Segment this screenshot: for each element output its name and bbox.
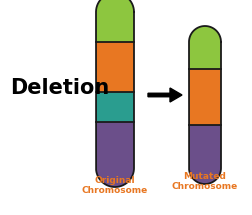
Polygon shape (96, 0, 134, 12)
Polygon shape (96, 168, 134, 187)
Bar (96, 122, 134, 168)
FancyArrow shape (147, 88, 181, 102)
Text: Mutated
Chromosome: Mutated Chromosome (171, 172, 237, 191)
Bar (188, 42, 220, 69)
Bar (188, 69, 220, 125)
Bar (96, 12, 134, 42)
Polygon shape (188, 26, 220, 42)
Text: Deletion: Deletion (10, 78, 109, 98)
Bar (96, 92, 134, 122)
Text: Original
Chromosome: Original Chromosome (82, 176, 147, 195)
Polygon shape (188, 168, 220, 184)
Bar (96, 42, 134, 92)
Bar (188, 125, 220, 168)
